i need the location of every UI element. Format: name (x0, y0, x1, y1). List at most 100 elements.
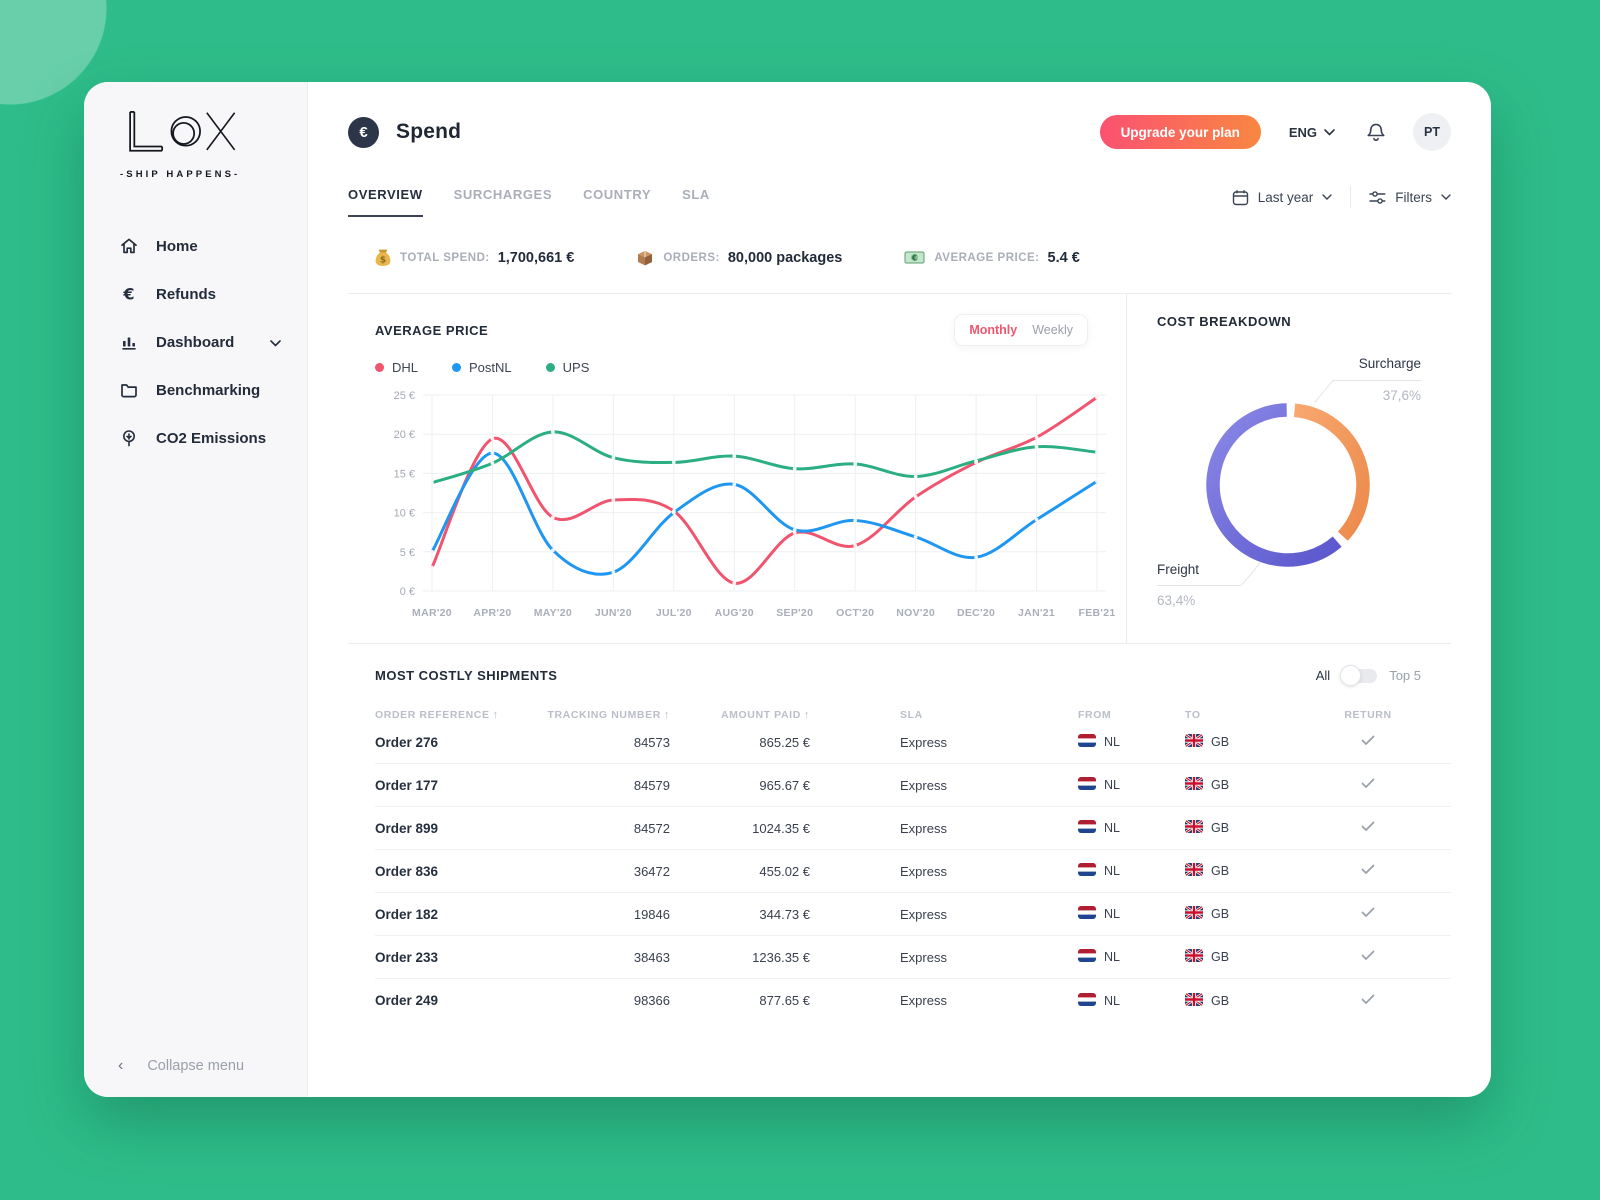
table-row[interactable]: Order 182 19846 344.73 € Express NL GB (375, 893, 1451, 936)
collapse-menu-button[interactable]: ‹ Collapse menu (118, 1057, 244, 1075)
calendar-icon (1232, 189, 1248, 205)
sidebar-item-label: CO2 Emissions (156, 429, 267, 447)
svg-text:15 €: 15 € (394, 468, 415, 480)
chart-title: AVERAGE PRICE (375, 322, 489, 338)
cell-to: GB (1185, 906, 1285, 922)
cell-sla: Express (900, 993, 947, 1008)
toggle-monthly[interactable]: Monthly (969, 323, 1018, 337)
cell-tracking-number: 84572 (633, 820, 670, 836)
date-range-selector[interactable]: Last year (1232, 189, 1333, 206)
legend-dhl[interactable]: DHL (375, 360, 418, 375)
tab-sla[interactable]: SLA (682, 187, 710, 202)
cell-to: GB (1185, 863, 1285, 879)
column-header-amount-paid[interactable]: AMOUNT PAID ↑ (720, 709, 810, 721)
logo-tagline: -SHIP HAPPENS- (120, 169, 241, 180)
tab-overview[interactable]: OVERVIEW (348, 187, 423, 217)
stat: $ TOTAL SPEND: 1,700,661 € (375, 248, 574, 267)
filters-button[interactable]: Filters (1369, 190, 1451, 205)
check-icon (1361, 862, 1375, 879)
svg-text:SEP'20: SEP'20 (776, 607, 813, 619)
dashboard-icon (118, 331, 140, 353)
cell-from: NL (1070, 734, 1185, 750)
table-row[interactable]: Order 249 98366 877.65 € Express NL GB (375, 979, 1451, 1022)
all-top5-switch[interactable] (1340, 665, 1378, 686)
legend-dot (375, 363, 384, 372)
chevron-down-icon (1324, 128, 1335, 136)
table-row[interactable]: Order 836 36472 455.02 € Express NL GB (375, 850, 1451, 893)
cell-sla: Express (900, 820, 947, 836)
cell-order-reference: Order 899 (375, 820, 439, 836)
folder-icon (118, 379, 140, 401)
sidebar-item-label: Refunds (156, 285, 216, 303)
svg-text:25 €: 25 € (394, 390, 415, 402)
filters-icon (1369, 190, 1386, 204)
flag-gb-icon (1185, 906, 1203, 922)
cell-from: NL (1070, 992, 1185, 1009)
check-icon (1361, 905, 1375, 922)
check-icon (1361, 948, 1375, 965)
cell-order-reference: Order 182 (375, 906, 439, 922)
user-avatar[interactable]: PT (1413, 113, 1451, 151)
legend-dot (545, 363, 555, 372)
table-row[interactable]: Order 177 84579 965.67 € Express NL GB (375, 764, 1451, 807)
cell-tracking-number: 84579 (633, 777, 670, 793)
cell-order-reference: Order 233 (375, 949, 439, 965)
flag-nl-icon (1078, 906, 1096, 922)
legend-ups[interactable]: UPS (545, 360, 589, 375)
svg-text:JAN'21: JAN'21 (1018, 607, 1055, 619)
donut-label-surcharge: Surcharge (1358, 356, 1421, 371)
svg-text:JUL'20: JUL'20 (656, 607, 692, 619)
language-selector[interactable]: ENG (1289, 125, 1335, 140)
flag-nl-icon (1078, 992, 1096, 1009)
cell-sla: Express (900, 906, 947, 922)
sidebar-item-home[interactable]: Home (118, 222, 307, 270)
svg-text:DEC'20: DEC'20 (957, 607, 995, 619)
sidebar-item-benchmarking[interactable]: Benchmarking (118, 366, 307, 414)
cell-amount-paid: 865.25 € (759, 734, 810, 750)
cell-from: NL (1070, 777, 1185, 793)
legend-dot (452, 363, 462, 372)
toggle-top5-label: Top 5 (1389, 668, 1421, 683)
sidebar-item-co2-emissions[interactable]: CO2 Emissions (118, 414, 307, 462)
cell-order-reference: Order 276 (375, 734, 439, 750)
divider (1350, 186, 1352, 208)
table-header-row: ORDER REFERENCE ↑ TRACKING NUMBER ↑ AMOUNT P… (375, 709, 1451, 721)
cell-return (1285, 948, 1451, 966)
sidebar-item-dashboard[interactable]: Dashboard (118, 318, 307, 366)
date-range-label: Last year (1257, 189, 1314, 205)
legend-postnl[interactable]: PostNL (452, 360, 512, 375)
cell-amount-paid: 877.65 € (759, 993, 810, 1008)
svg-text:20 €: 20 € (394, 429, 415, 441)
tab-surcharges[interactable]: SURCHARGES (453, 187, 553, 202)
toggle-all-label: All (1315, 668, 1331, 683)
table-row[interactable]: Order 276 84573 865.25 € Express NL GB (375, 721, 1451, 764)
tab-country[interactable]: COUNTRY (583, 187, 652, 202)
sidebar-item-label: Benchmarking (156, 381, 261, 399)
stat-label: TOTAL SPEND: (400, 251, 490, 264)
sidebar-item-refunds[interactable]: € Refunds (118, 270, 307, 318)
table-row[interactable]: Order 233 38463 1236.35 € Express NL GB (375, 936, 1451, 979)
svg-text:€: € (122, 285, 134, 304)
column-header-tracking-number[interactable]: TRACKING NUMBER ↑ (547, 709, 670, 721)
shipments-section: MOST COSTLY SHIPMENTS All Top 5 ORDER RE… (348, 643, 1451, 1022)
sort-asc-icon: ↑ (492, 709, 499, 721)
donut-pct-surcharge: 37,6% (1382, 388, 1421, 403)
lox-logo: -SHIP HAPPENS- (120, 108, 307, 180)
upgrade-plan-button[interactable]: Upgrade your plan (1099, 115, 1261, 149)
notifications-bell-icon[interactable] (1365, 121, 1387, 144)
sidebar-item-label: Home (156, 237, 198, 255)
cell-order-reference: Order 249 (375, 993, 439, 1008)
column-header-order-reference[interactable]: ORDER REFERENCE ↑ (375, 709, 499, 721)
table-row[interactable]: Order 899 84572 1024.35 € Express NL GB (375, 807, 1451, 850)
tab-bar: OVERVIEW SURCHARGES COUNTRY SLA (348, 187, 710, 217)
language-label: ENG (1288, 124, 1317, 140)
stat-value: 1,700,661 € (497, 249, 575, 266)
euro-badge-icon: € (348, 116, 379, 148)
cell-order-reference: Order 836 (375, 863, 439, 879)
toggle-weekly[interactable]: Weekly (1032, 323, 1073, 337)
check-icon (1361, 733, 1375, 750)
column-header-return: RETURN (1344, 709, 1392, 721)
cell-tracking-number: 98366 (633, 993, 670, 1008)
svg-text:JUN'20: JUN'20 (595, 607, 632, 619)
sidebar: -SHIP HAPPENS- Home € Refunds Dashboard … (84, 82, 308, 1097)
